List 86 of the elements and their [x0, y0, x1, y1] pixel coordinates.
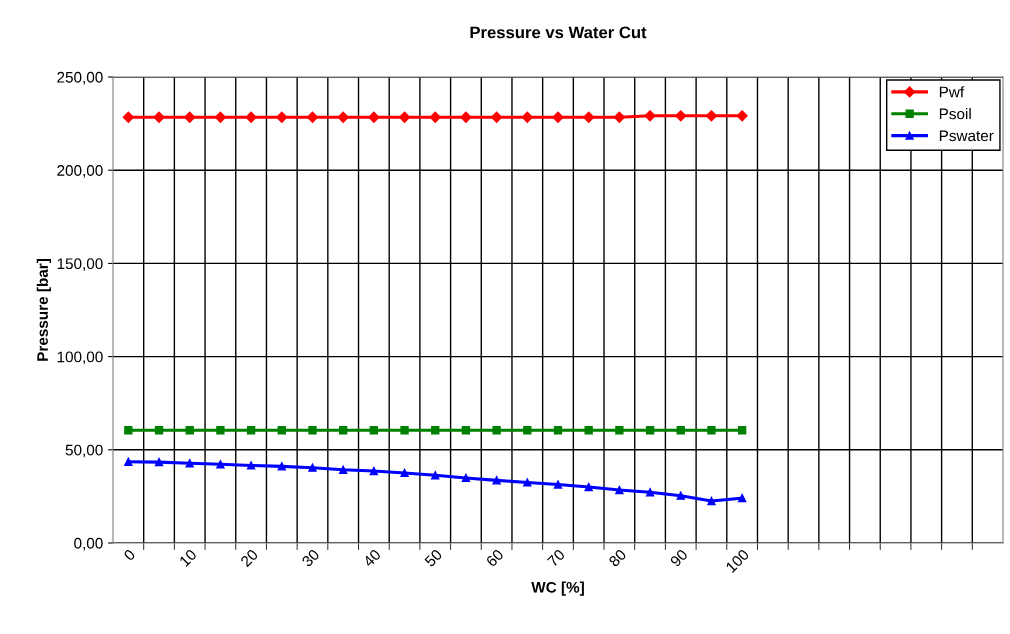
- point: [429, 111, 441, 123]
- point: [553, 480, 563, 489]
- point: [185, 426, 194, 435]
- legend-label: Pwf: [939, 86, 965, 98]
- point: [521, 111, 533, 123]
- point: [737, 426, 747, 435]
- point: [122, 111, 134, 123]
- point: [492, 476, 501, 485]
- point: [124, 426, 133, 435]
- y-tick-label: 250,00: [57, 71, 103, 85]
- point: [368, 111, 380, 123]
- point: [584, 426, 593, 435]
- point: [736, 110, 748, 122]
- x-tick-label: 70: [546, 548, 566, 568]
- y-tick-label: 100,00: [57, 351, 103, 365]
- x-tick-label: 100: [725, 548, 750, 573]
- point: [277, 462, 286, 471]
- point: [184, 111, 196, 123]
- x-axis-title: WC [%]: [531, 581, 584, 596]
- point: [246, 426, 256, 435]
- point: [339, 426, 348, 435]
- chart-title: Pressure vs Water Cut: [470, 26, 647, 39]
- point: [461, 473, 471, 483]
- point: [306, 111, 319, 123]
- point: [339, 465, 348, 474]
- x-tick-label: 90: [669, 548, 689, 568]
- point: [460, 111, 472, 123]
- x-tick-label: 80: [608, 548, 627, 568]
- point: [246, 461, 256, 470]
- point: [707, 496, 716, 506]
- x-tick-label: 40: [362, 548, 382, 568]
- point: [400, 468, 409, 478]
- x-tick-label: 20: [239, 548, 259, 568]
- point: [153, 111, 165, 123]
- point: [676, 491, 685, 500]
- point: [615, 426, 624, 435]
- point: [644, 110, 656, 122]
- point: [615, 485, 624, 495]
- point: [461, 426, 471, 435]
- point: [583, 111, 595, 123]
- point: [277, 426, 286, 435]
- legend-label: Psoil: [939, 108, 971, 120]
- x-tick-label: 0: [123, 548, 136, 562]
- y-tick-label: 200,00: [57, 165, 103, 178]
- point: [431, 426, 440, 435]
- point: [676, 426, 685, 435]
- point: [245, 111, 257, 123]
- x-tick-label: 10: [178, 548, 198, 567]
- point: [645, 426, 655, 435]
- point: [276, 111, 288, 123]
- point: [491, 111, 503, 123]
- point: [124, 457, 133, 466]
- point: [185, 459, 194, 468]
- point: [154, 457, 164, 467]
- point: [308, 426, 317, 435]
- point: [584, 482, 593, 492]
- point: [398, 111, 411, 123]
- point: [400, 426, 409, 435]
- y-axis-title: Pressure [bar]: [36, 259, 51, 361]
- x-tick-label: 50: [423, 548, 443, 568]
- point: [154, 426, 164, 435]
- point: [214, 111, 227, 123]
- point: [431, 471, 440, 480]
- legend-label: Pswater: [939, 130, 994, 142]
- point: [216, 460, 225, 469]
- y-tick-label: 150,00: [57, 258, 103, 271]
- point: [492, 426, 501, 435]
- point: [613, 111, 625, 123]
- point: [707, 426, 716, 435]
- point: [552, 111, 564, 123]
- point: [553, 426, 563, 435]
- x-tick-label: 30: [301, 548, 320, 568]
- point: [308, 463, 317, 472]
- point: [675, 110, 687, 122]
- point: [705, 110, 718, 122]
- y-tick-label: 50,00: [65, 444, 103, 458]
- x-tick-label: 60: [485, 548, 505, 568]
- point: [216, 426, 225, 435]
- y-tick-label: 0,00: [74, 537, 103, 551]
- point: [337, 111, 349, 123]
- point: [369, 466, 379, 476]
- point: [369, 426, 379, 435]
- point: [645, 488, 655, 497]
- point: [523, 478, 532, 487]
- point: [523, 426, 532, 435]
- point: [737, 493, 747, 503]
